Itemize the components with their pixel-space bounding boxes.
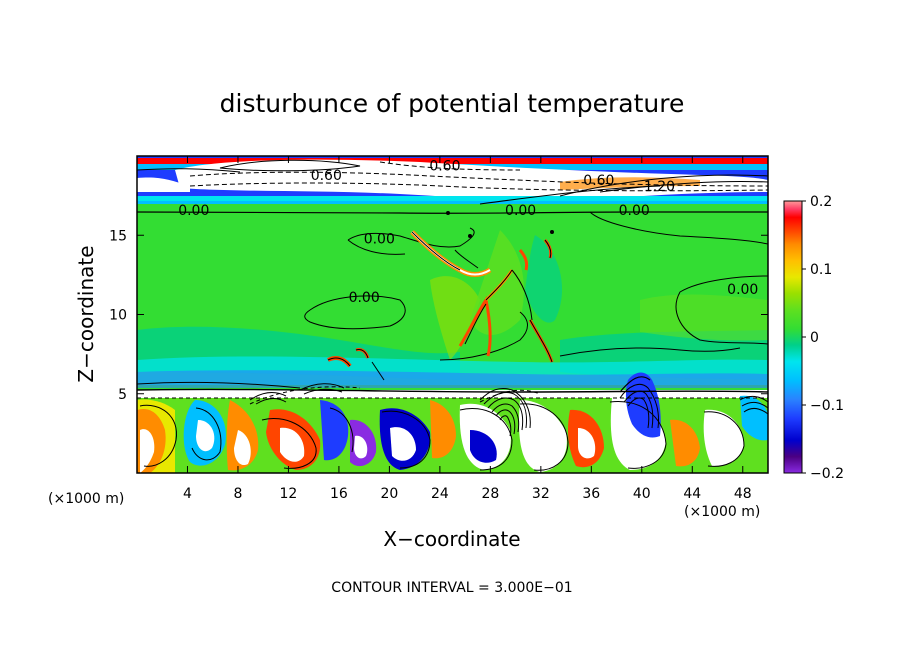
contour-label: 0.00: [364, 231, 395, 247]
contour-label: 0.60: [583, 173, 614, 189]
x-tick-label: 24: [431, 486, 449, 502]
x-unit-label: (×1000 m): [48, 491, 124, 507]
colorbar-tick-label: −0.2: [810, 466, 844, 482]
colorbar-tick-label: 0.1: [810, 262, 832, 278]
y-axis: 5 10 15: [109, 228, 768, 403]
contour-label: 0.00: [505, 203, 536, 219]
x-tick-label: 8: [233, 486, 242, 502]
colorbar: 0.2 0.1 0 −0.1 −0.2: [783, 194, 844, 482]
contour-label: 0.60: [429, 159, 460, 175]
x-tick-label: 36: [582, 486, 600, 502]
x-tick-label: 40: [633, 486, 651, 502]
colorbar-tick-label: −0.1: [810, 398, 844, 414]
x-tick-label: 32: [532, 486, 550, 502]
contour-label: 0.00: [727, 282, 758, 298]
contour-labels: 0.60 0.60 0.60 1.20 0.00 0.00 0.00 0.00 0.00 0.00: [178, 159, 758, 307]
x-tick-label: 4: [183, 486, 192, 502]
x-tick-label: 16: [330, 486, 348, 502]
x-tick-label: 48: [734, 486, 752, 502]
contour-label: 0.00: [178, 203, 209, 219]
x-tick-label: 44: [683, 486, 701, 502]
mid-contours: [137, 211, 768, 389]
contour-interval-note: CONTOUR INTERVAL = 3.000E−01: [331, 580, 572, 596]
boundary-contours: [137, 376, 768, 471]
dense-contour-clusters: [249, 383, 768, 437]
y-tick-label: 15: [109, 228, 127, 244]
contour-label: 0.60: [311, 168, 342, 184]
y-axis-title: Z−coordinate: [74, 245, 98, 382]
mid-field-patches: [137, 230, 768, 388]
contour-label: 1.20: [644, 179, 675, 195]
colorbar-gradient: [783, 200, 803, 474]
upper-band: [137, 156, 768, 205]
boundary-layer: [137, 372, 768, 473]
x-unit-label-right: (×1000 m): [684, 504, 760, 520]
x-tick-label: 28: [481, 486, 499, 502]
contour-label: 0.00: [349, 290, 380, 306]
heatmap-field: 0.60 0.60 0.60 1.20 0.00 0.00 0.00 0.00 0.00 0.00: [137, 156, 768, 473]
colorbar-ticks: 0.2 0.1 0 −0.1 −0.2: [802, 194, 844, 482]
contour-label: 0.00: [619, 203, 650, 219]
y-tick-label: 5: [118, 387, 127, 403]
convective-plumes: [327, 211, 554, 381]
chart-title: disturbunce of potential temperature: [220, 89, 685, 118]
x-tick-label: 20: [380, 486, 398, 502]
x-tick-label: 12: [280, 486, 298, 502]
y-tick-label: 10: [109, 308, 127, 324]
colorbar-tick-label: 0.2: [810, 194, 832, 210]
colorbar-tick-label: 0: [810, 330, 819, 346]
contour-zero-top: [137, 211, 768, 214]
x-axis-title: X−coordinate: [383, 527, 520, 551]
x-axis: 4 8 12 16 20 24 28 32 36 40 44 48: [183, 156, 752, 502]
